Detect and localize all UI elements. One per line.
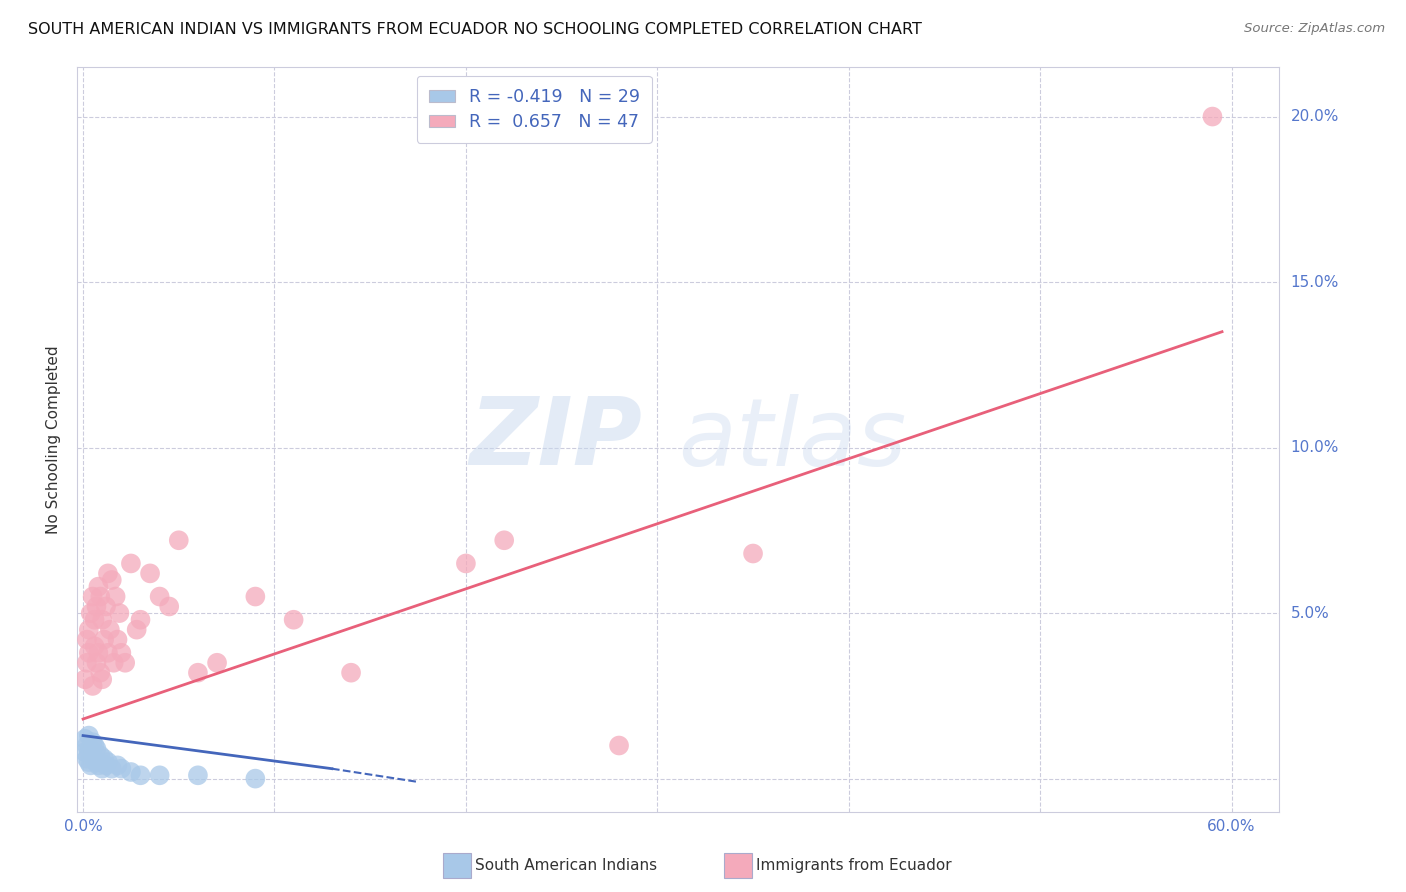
Point: [129, 613, 152, 627]
Text: 15.0%: 15.0%: [1291, 275, 1339, 290]
Point: [87, 646, 110, 660]
Point: [742, 547, 765, 561]
Point: [97, 755, 120, 769]
Point: [607, 739, 630, 753]
Point: [167, 533, 190, 548]
Point: [91, 762, 114, 776]
Point: [245, 772, 267, 786]
Point: [103, 656, 125, 670]
Point: [77, 745, 100, 759]
Point: [107, 632, 129, 647]
Point: [82, 748, 104, 763]
Point: [108, 606, 131, 620]
Point: [76, 632, 98, 647]
Point: [83, 739, 105, 753]
Point: [94, 599, 117, 614]
Point: [80, 758, 103, 772]
Point: [93, 632, 115, 647]
Point: [494, 533, 516, 548]
Point: [120, 764, 142, 779]
Text: Immigrants from Ecuador: Immigrants from Ecuador: [756, 858, 952, 872]
Point: [101, 573, 124, 587]
Text: 20.0%: 20.0%: [1291, 109, 1339, 124]
Point: [149, 768, 172, 782]
Point: [86, 741, 108, 756]
Point: [80, 741, 103, 756]
Point: [82, 590, 104, 604]
Point: [89, 748, 111, 763]
Point: [94, 758, 117, 772]
Point: [129, 768, 152, 782]
Legend: R = -0.419   N = 29, R =  0.657   N = 47: R = -0.419 N = 29, R = 0.657 N = 47: [416, 76, 652, 143]
Point: [104, 590, 127, 604]
Point: [98, 623, 121, 637]
Point: [86, 656, 108, 670]
Point: [157, 599, 180, 614]
Point: [1201, 110, 1223, 124]
Point: [77, 755, 100, 769]
Point: [149, 590, 172, 604]
Point: [76, 739, 98, 753]
Point: [73, 673, 96, 687]
Point: [77, 729, 100, 743]
Text: 5.0%: 5.0%: [1291, 606, 1329, 621]
Point: [86, 599, 108, 614]
Point: [77, 623, 100, 637]
Point: [76, 752, 98, 766]
Point: [120, 557, 142, 571]
Point: [83, 752, 105, 766]
Point: [73, 731, 96, 746]
Point: [187, 768, 209, 782]
Point: [107, 758, 129, 772]
Point: [73, 745, 96, 759]
Point: [87, 580, 110, 594]
Point: [76, 656, 98, 670]
Point: [89, 665, 111, 680]
Point: [187, 665, 209, 680]
Point: [77, 646, 100, 660]
Point: [93, 752, 115, 766]
Point: [86, 755, 108, 769]
Point: [83, 613, 105, 627]
Point: [110, 762, 132, 776]
Point: [82, 679, 104, 693]
Y-axis label: No Schooling Completed: No Schooling Completed: [46, 345, 62, 533]
Point: [110, 646, 132, 660]
Point: [283, 613, 305, 627]
Point: [80, 606, 103, 620]
Point: [114, 656, 136, 670]
Point: [205, 656, 228, 670]
Text: ZIP: ZIP: [470, 393, 643, 485]
Point: [91, 673, 114, 687]
Point: [83, 639, 105, 653]
Point: [91, 613, 114, 627]
Point: [97, 566, 120, 581]
Text: Source: ZipAtlas.com: Source: ZipAtlas.com: [1244, 22, 1385, 36]
Point: [97, 646, 120, 660]
Point: [89, 590, 111, 604]
Point: [101, 762, 124, 776]
Text: SOUTH AMERICAN INDIAN VS IMMIGRANTS FROM ECUADOR NO SCHOOLING COMPLETED CORRELAT: SOUTH AMERICAN INDIAN VS IMMIGRANTS FROM…: [28, 22, 922, 37]
Point: [139, 566, 162, 581]
Point: [340, 665, 363, 680]
Point: [454, 557, 477, 571]
Text: atlas: atlas: [679, 393, 907, 485]
Text: South American Indians: South American Indians: [475, 858, 658, 872]
Point: [82, 735, 104, 749]
Text: 10.0%: 10.0%: [1291, 440, 1339, 455]
Point: [245, 590, 267, 604]
Point: [87, 758, 110, 772]
Point: [125, 623, 148, 637]
